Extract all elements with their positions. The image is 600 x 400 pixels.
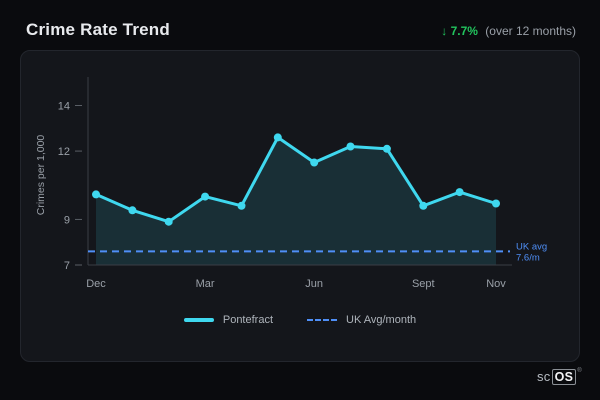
- dashed-line-swatch-icon: [307, 319, 337, 321]
- pontefract-line: [94, 135, 498, 224]
- brand-prefix: sc: [536, 369, 551, 384]
- brand-boxed: OS: [551, 369, 577, 385]
- uk-avg-annotation: 7.6/m: [516, 252, 540, 263]
- y-tick-label: 7: [64, 260, 70, 272]
- delta-badge: ↓ 7.7% (over 12 months): [441, 24, 576, 38]
- delta-caption: (over 12 months): [485, 24, 576, 38]
- y-tick-label: 12: [58, 146, 70, 158]
- x-tick-label: Jun: [305, 278, 323, 290]
- data-point[interactable]: [237, 201, 246, 210]
- down-arrow-icon: ↓: [441, 24, 448, 38]
- data-point[interactable]: [346, 142, 355, 151]
- data-point[interactable]: [201, 192, 210, 201]
- header: Crime Rate Trend ↓ 7.7% (over 12 months): [0, 0, 600, 50]
- legend-label: Pontefract: [222, 314, 273, 326]
- brand-logo: sc OS ®: [536, 368, 582, 385]
- area-fill: [96, 137, 496, 265]
- legend-item-uk-avg[interactable]: UK Avg/month: [307, 314, 416, 326]
- x-tick-label: Mar: [196, 278, 215, 290]
- data-point[interactable]: [382, 144, 391, 153]
- data-point[interactable]: [419, 201, 428, 210]
- x-tick-label: Dec: [86, 278, 106, 290]
- data-point[interactable]: [92, 190, 100, 199]
- uk-avg-annotation: UK avg: [516, 241, 547, 252]
- data-point[interactable]: [273, 133, 282, 142]
- solid-line-swatch-icon: [183, 318, 214, 322]
- legend-label: UK Avg/month: [346, 314, 417, 326]
- page-title: Crime Rate Trend: [26, 20, 170, 39]
- x-tick-label: Sept: [412, 278, 435, 290]
- delta-value: 7.7%: [450, 24, 478, 38]
- data-point[interactable]: [128, 206, 137, 215]
- legend-item-pontefract[interactable]: Pontefract: [183, 314, 273, 326]
- registered-mark: ®: [577, 368, 582, 374]
- data-point[interactable]: [164, 217, 173, 226]
- y-tick-label: 14: [58, 101, 70, 113]
- y-axis-title: Crimes per 1,000: [35, 135, 47, 216]
- chart-legend: Pontefract UK Avg/month: [183, 309, 416, 331]
- crime-trend-chart[interactable]: 14 12 9 7 Dec Mar Jun Sept Nov Crimes per 1,000 UK…: [30, 65, 570, 305]
- data-point[interactable]: [455, 188, 464, 197]
- data-point[interactable]: [310, 158, 319, 167]
- y-tick-label: 9: [64, 214, 70, 226]
- chart-card: 14 12 9 7 Dec Mar Jun Sept Nov Crimes per 1,000 UK…: [20, 50, 580, 362]
- x-tick-label: Nov: [486, 278, 506, 290]
- data-point[interactable]: [492, 199, 500, 208]
